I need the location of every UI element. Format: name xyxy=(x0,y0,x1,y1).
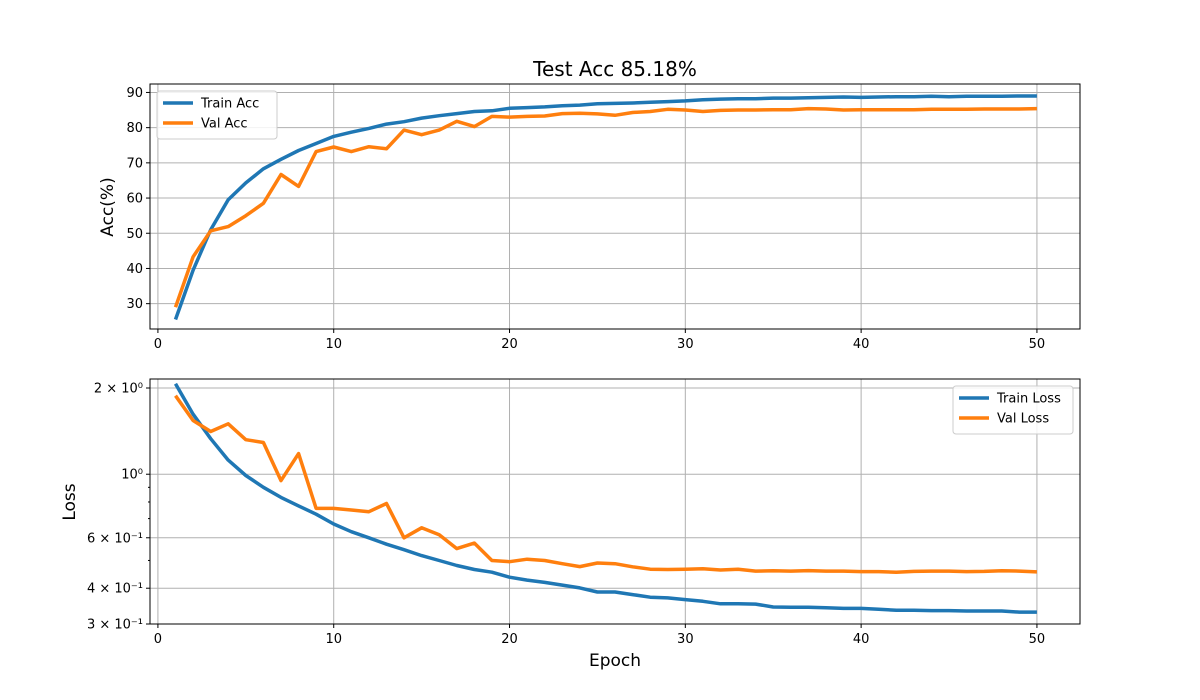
y-tick-label: 6 × 10⁻¹ xyxy=(87,531,143,546)
val-acc-legend-label: Val Acc xyxy=(201,117,248,132)
accuracy-series xyxy=(173,94,1037,321)
y-tick-label: 50 xyxy=(126,227,143,242)
accuracy-y-axis-label: Acc(%) xyxy=(98,177,118,236)
x-tick-label: 50 xyxy=(1029,337,1046,352)
loss-x-ticks: 0 10 20 30 40 50 xyxy=(154,624,1045,647)
y-tick-label: 60 xyxy=(126,192,143,207)
train-acc-line xyxy=(173,94,1037,321)
y-tick-label: 90 xyxy=(126,86,143,101)
x-tick-label: 30 xyxy=(677,632,694,647)
accuracy-title: Test Acc 85.18% xyxy=(532,57,697,81)
loss-legend: Train Loss Val Loss xyxy=(952,385,1074,435)
x-tick-label: 40 xyxy=(853,632,870,647)
accuracy-plot-frame xyxy=(149,83,1081,330)
y-tick-label: 2 × 10⁰ xyxy=(94,381,143,396)
loss-y-ticks: 2 × 10⁰ 10⁰ 6 × 10⁻¹ 4 × 10⁻¹ 3 × 10⁻¹ xyxy=(87,381,150,633)
loss-y-axis-label: Loss xyxy=(60,483,80,520)
train-loss-legend-label: Train Loss xyxy=(996,392,1061,407)
loss-series xyxy=(173,382,1037,614)
y-tick-label: 80 xyxy=(126,121,143,136)
loss-subplot: Loss Epoch 0 10 20 30 40 50 2 × 10⁰ 10⁰ 6 × 10⁻… xyxy=(60,378,1081,671)
x-tick-label: 20 xyxy=(501,632,518,647)
accuracy-legend: Train Acc Val Acc xyxy=(156,90,278,140)
x-tick-label: 50 xyxy=(1029,632,1046,647)
train-loss-line xyxy=(173,382,1037,614)
y-tick-label: 40 xyxy=(126,262,143,277)
loss-x-axis-label: Epoch xyxy=(589,651,641,671)
val-loss-legend-label: Val Loss xyxy=(997,412,1049,427)
x-tick-label: 30 xyxy=(677,337,694,352)
accuracy-subplot: Test Acc 85.18% Acc(%) 0 10 20 30 40 50 30 40 5… xyxy=(98,57,1081,352)
accuracy-y-ticks: 30 40 50 60 70 80 90 xyxy=(126,86,150,312)
y-tick-label: 30 xyxy=(126,297,143,312)
accuracy-x-ticks: 0 10 20 30 40 50 xyxy=(154,329,1045,352)
y-tick-label: 3 × 10⁻¹ xyxy=(87,618,143,633)
accuracy-grid xyxy=(150,84,1080,329)
x-tick-label: 20 xyxy=(501,337,518,352)
y-tick-label: 10⁰ xyxy=(121,468,143,483)
val-loss-line xyxy=(174,394,1037,574)
train-acc-legend-label: Train Acc xyxy=(200,97,259,112)
y-tick-label: 4 × 10⁻¹ xyxy=(87,582,143,597)
x-tick-label: 0 xyxy=(154,632,162,647)
x-tick-label: 10 xyxy=(325,337,342,352)
x-tick-label: 10 xyxy=(325,632,342,647)
x-tick-label: 40 xyxy=(853,337,870,352)
val-acc-line xyxy=(173,106,1037,308)
y-tick-label: 70 xyxy=(126,156,143,171)
x-tick-label: 0 xyxy=(154,337,162,352)
